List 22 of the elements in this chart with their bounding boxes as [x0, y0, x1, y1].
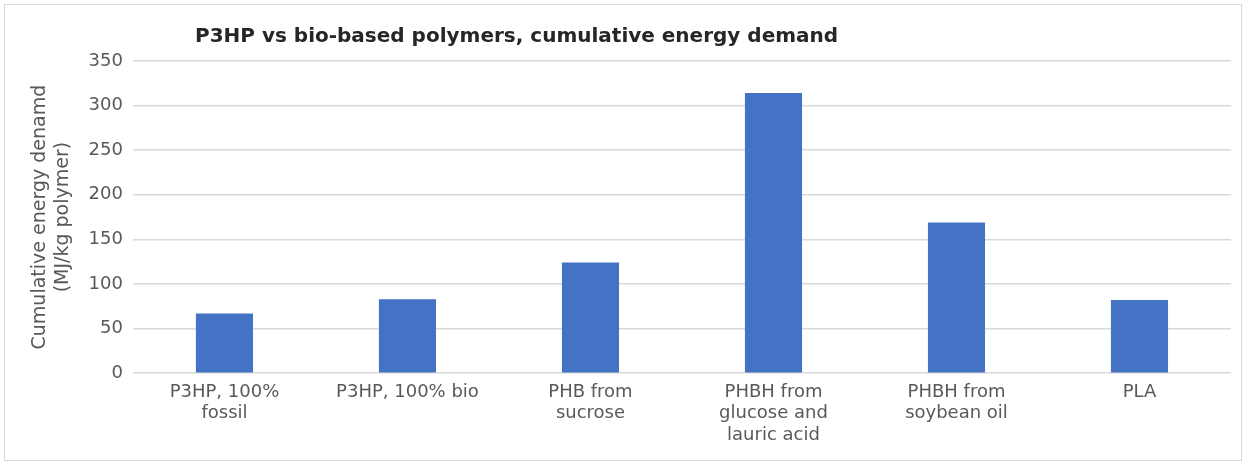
x-tick-label: PHBH from soybean oil — [905, 379, 1008, 423]
bar — [561, 262, 620, 373]
y-tick-label: 100 — [88, 271, 123, 293]
y-tick-label: 0 — [111, 360, 123, 382]
y-axis-title: Cumulative energy denamd (MJ/kg polymer) — [27, 84, 73, 350]
bar — [378, 299, 437, 373]
y-tick-label: 50 — [100, 316, 123, 338]
bar — [1110, 300, 1169, 373]
y-tick-label: 250 — [88, 137, 123, 159]
x-tick-label: P3HP, 100% fossil — [169, 379, 280, 423]
y-tick-label: 200 — [88, 182, 123, 204]
bar — [927, 222, 986, 373]
bar — [744, 93, 803, 373]
x-tick-label: PHBH from glucose and lauric acid — [719, 379, 828, 444]
y-tick-label: 300 — [88, 93, 123, 115]
x-tick-label: PHB from sucrose — [548, 379, 633, 423]
x-tick-label: P3HP, 100% bio — [336, 379, 479, 401]
y-tick-label: 350 — [88, 48, 123, 70]
chart-title: P3HP vs bio-based polymers, cumulative energy demand — [195, 23, 839, 48]
y-tick-label: 150 — [88, 227, 123, 249]
bar — [195, 313, 254, 373]
x-tick-label: PLA — [1122, 379, 1157, 401]
